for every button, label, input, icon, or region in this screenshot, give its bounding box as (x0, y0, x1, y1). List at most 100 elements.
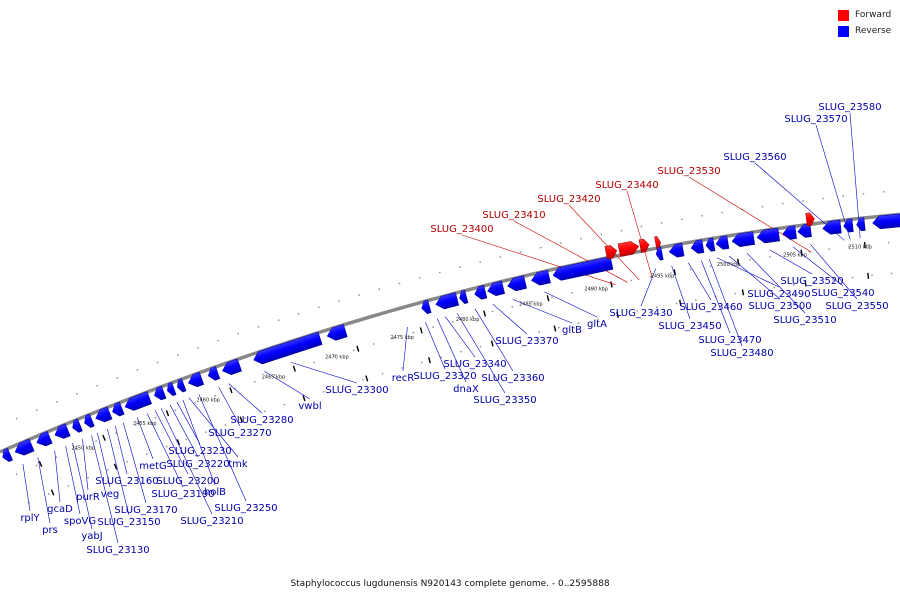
gene-label[interactable]: SLUG_23370 (495, 336, 558, 347)
gene-label[interactable]: purR (76, 492, 100, 503)
reverse-gene-arrow[interactable] (252, 331, 323, 366)
reverse-gene-arrow[interactable] (93, 406, 113, 425)
reverse-gene-arrow[interactable] (506, 275, 527, 293)
reverse-gene-arrow[interactable] (165, 381, 177, 397)
reverse-gene-arrow[interactable] (668, 242, 685, 258)
reverse-gene-arrow[interactable] (52, 423, 71, 441)
gene-label[interactable]: SLUG_23250 (214, 503, 277, 514)
gene-label[interactable]: yabJ (81, 531, 102, 542)
reverse-gene-arrow[interactable] (473, 285, 488, 300)
gene-label[interactable]: SLUG_23270 (208, 428, 271, 439)
reverse-gene-arrow[interactable] (530, 269, 551, 287)
gene-label[interactable]: SLUG_23510 (773, 315, 836, 326)
gene-label[interactable]: SLUG_23580 (818, 102, 881, 113)
gene-label[interactable]: SLUG_23280 (230, 415, 293, 426)
gene-label[interactable]: SLUG_23500 (748, 301, 811, 312)
reverse-gene-arrow[interactable] (34, 430, 53, 448)
reverse-gene-arrow[interactable] (715, 235, 730, 251)
gene-label[interactable]: prs (42, 525, 58, 536)
reverse-gene-arrow[interactable] (552, 256, 614, 282)
gene-label[interactable]: SLUG_23190 (151, 489, 214, 500)
reverse-gene-arrow[interactable] (690, 239, 705, 255)
track-dot (214, 394, 217, 397)
gene-label[interactable]: SLUG_23490 (747, 289, 810, 300)
gene-label[interactable]: SLUG_23160 (95, 476, 158, 487)
gene-label[interactable]: metG (139, 461, 167, 472)
gene-label[interactable]: SLUG_23220 (166, 459, 229, 470)
gene-label[interactable]: SLUG_23530 (657, 166, 720, 177)
gene-label[interactable]: SLUG_23440 (595, 180, 658, 191)
gene-label[interactable]: SLUG_23550 (825, 301, 888, 312)
gene-label[interactable]: rplY (20, 513, 40, 524)
reverse-gene-arrow[interactable] (175, 378, 187, 394)
gene-label[interactable]: SLUG_23540 (811, 288, 874, 299)
gene-label[interactable]: SLUG_23350 (473, 395, 536, 406)
reverse-gene-arrow[interactable] (843, 218, 854, 233)
gene-label[interactable]: SLUG_23320 (413, 371, 476, 382)
gene-label[interactable]: holB (204, 487, 226, 498)
reverse-gene-arrow[interactable] (856, 217, 866, 232)
gene-label[interactable]: SLUG_23460 (679, 302, 742, 313)
forward-gene-arrow[interactable] (654, 236, 661, 250)
gene-label[interactable]: SLUG_23210 (180, 516, 243, 527)
gene-label[interactable]: SLUG_23150 (97, 517, 160, 528)
reverse-gene-arrow[interactable] (756, 227, 780, 244)
reverse-gene-arrow[interactable] (420, 299, 432, 315)
gene-label[interactable]: SLUG_23300 (325, 385, 388, 396)
reverse-gene-arrow[interactable] (458, 289, 469, 304)
reverse-gene-arrow[interactable] (486, 280, 506, 297)
reverse-gene-arrow[interactable] (782, 225, 797, 241)
label-leader-line (513, 220, 628, 283)
gene-label[interactable]: SLUG_23520 (780, 276, 843, 287)
gene-label[interactable]: SLUG_23340 (443, 359, 506, 370)
gene-label[interactable]: SLUG_23560 (723, 152, 786, 163)
gene-label[interactable]: SLUG_23170 (114, 505, 177, 516)
reverse-gene-arrow[interactable] (655, 246, 664, 261)
gene-label[interactable]: SLUG_23430 (609, 308, 672, 319)
reverse-gene-arrow[interactable] (0, 447, 13, 463)
reverse-gene-arrow[interactable] (731, 231, 756, 248)
gene-label[interactable]: gltB (562, 325, 582, 336)
gene-label[interactable]: SLUG_23130 (86, 545, 149, 556)
label-leader-line (54, 450, 61, 503)
reverse-gene-arrow[interactable] (325, 324, 348, 342)
reverse-gene-arrow[interactable] (70, 418, 83, 434)
forward-gene-arrow[interactable] (617, 240, 640, 257)
gene-label[interactable]: SLUG_23480 (710, 348, 773, 359)
gene-label[interactable]: tmk (228, 459, 248, 470)
reverse-gene-arrow[interactable] (872, 213, 900, 230)
gene-label[interactable]: SLUG_23400 (430, 224, 493, 235)
gene-label[interactable]: veg (101, 489, 119, 500)
gene-label[interactable]: recR (392, 373, 415, 384)
gene-label[interactable]: SLUG_23450 (658, 321, 721, 332)
gene-label[interactable]: SLUG_23410 (482, 210, 545, 221)
reverse-gene-arrow[interactable] (82, 413, 95, 429)
gene-label[interactable]: gcaD (47, 504, 73, 515)
scale-tick (867, 272, 870, 279)
gene-label[interactable]: spoVG (64, 516, 96, 527)
gene-label[interactable]: SLUG_23470 (698, 335, 761, 346)
forward-gene-arrow[interactable] (805, 212, 816, 227)
gene-label[interactable]: SLUG_23200 (156, 476, 219, 487)
forward-gene-arrow[interactable] (604, 244, 618, 260)
gene-label[interactable]: SLUG_23570 (784, 114, 847, 125)
gene-label[interactable]: SLUG_23230 (168, 446, 231, 457)
reverse-gene-arrow[interactable] (220, 358, 242, 377)
reverse-gene-arrow[interactable] (822, 219, 842, 235)
reverse-gene-arrow[interactable] (13, 438, 35, 458)
forward-gene-arrow[interactable] (638, 238, 650, 253)
gene-label[interactable]: gltA (587, 319, 607, 330)
reverse-gene-arrow[interactable] (186, 371, 205, 389)
reverse-gene-arrow[interactable] (797, 223, 812, 239)
gene-label[interactable]: SLUG_23360 (481, 373, 544, 384)
track-dot (95, 440, 97, 442)
reverse-gene-arrow[interactable] (110, 401, 125, 418)
reverse-gene-arrow[interactable] (152, 385, 167, 402)
reverse-gene-arrow[interactable] (123, 391, 152, 413)
gene-label[interactable]: vwbl (298, 401, 321, 412)
reverse-gene-arrow[interactable] (434, 292, 460, 311)
reverse-gene-arrow[interactable] (705, 237, 716, 252)
gene-label[interactable]: dnaX (453, 384, 479, 395)
gene-label[interactable]: SLUG_23420 (537, 194, 600, 205)
reverse-gene-arrow[interactable] (206, 366, 221, 382)
